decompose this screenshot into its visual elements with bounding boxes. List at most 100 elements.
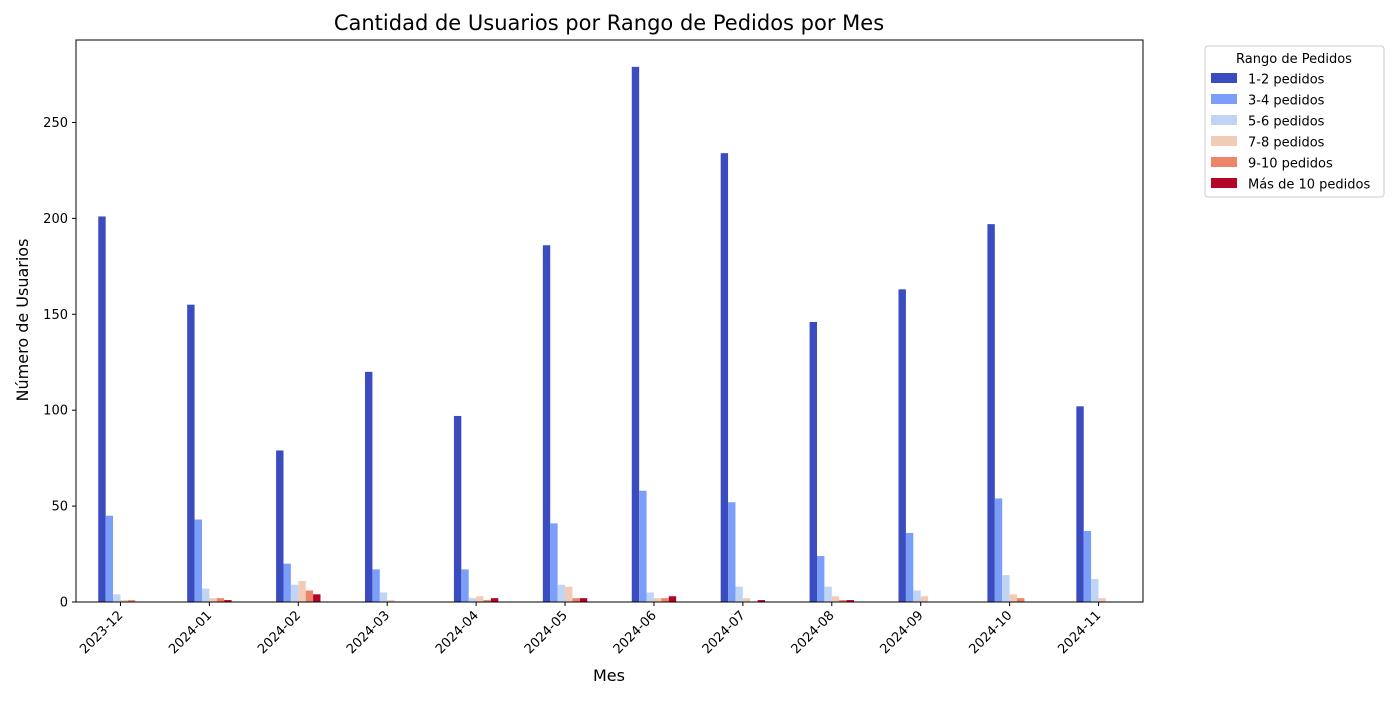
- legend-label-4: 9-10 pedidos: [1248, 157, 1333, 172]
- bar-2024-11-series-1: [1083, 531, 1092, 602]
- bar-2024-04-series-5: [490, 598, 499, 602]
- y-axis: 0 50 100 150 200 250: [43, 116, 76, 611]
- bar-2024-07-series-1: [728, 502, 736, 602]
- bar-2023-12-series-3: [120, 600, 128, 602]
- legend-swatch-0: [1211, 73, 1237, 83]
- bar-2024-02-series-4: [305, 590, 314, 602]
- bar-2024-08-series-3: [831, 596, 840, 602]
- plot-frame: [75, 39, 1144, 603]
- bar-2024-05-series-3: [565, 586, 573, 602]
- y-tick-label: 100: [43, 404, 68, 419]
- bar-2024-07-series-2: [735, 586, 743, 602]
- bar-2024-11-series-3: [1098, 598, 1106, 602]
- x-tick-label-2024-04: 2024-04: [433, 608, 482, 657]
- legend-swatch-5: [1211, 178, 1237, 188]
- x-tick-label-2024-02: 2024-02: [255, 608, 304, 657]
- legend-swatch-2: [1211, 115, 1237, 125]
- legend-swatch-1: [1211, 94, 1237, 104]
- bar-2024-05-series-1: [550, 523, 558, 602]
- x-tick-label-2024-09: 2024-09: [878, 608, 927, 657]
- bar-2024-06-series-4: [661, 598, 669, 602]
- legend-label-5: Más de 10 pedidos: [1248, 178, 1370, 193]
- bar-2024-01-series-0: [187, 304, 195, 602]
- bar-2024-05-series-5: [579, 598, 588, 602]
- x-axis-label: Mes: [593, 666, 625, 685]
- bar-2024-01-series-5: [224, 600, 232, 602]
- x-tick-label-2024-06: 2024-06: [611, 608, 660, 657]
- bar-2024-10-series-1: [994, 498, 1003, 602]
- x-tick-label-2024-05: 2024-05: [522, 608, 571, 657]
- bar-2024-03-series-1: [372, 569, 380, 602]
- bar-2024-02-series-3: [298, 580, 306, 602]
- y-tick-label: 50: [51, 500, 68, 515]
- bar-2024-06-series-5: [668, 596, 677, 602]
- bar-2024-03-series-0: [365, 371, 373, 602]
- bar-2024-06-series-1: [639, 490, 647, 602]
- bar-2024-10-series-0: [987, 224, 995, 602]
- bar-2024-10-series-4: [1017, 598, 1025, 602]
- bar-2024-01-series-4: [216, 598, 225, 602]
- x-tick-label-2024-03: 2024-03: [344, 608, 393, 657]
- bar-2024-09-series-2: [913, 590, 921, 602]
- bar-2024-09-series-1: [905, 532, 914, 602]
- bar-2024-03-series-2: [379, 592, 388, 602]
- plot-area: [75, 39, 1144, 603]
- bar-2024-04-series-0: [453, 415, 462, 602]
- bar-2024-01-series-3: [209, 598, 217, 602]
- x-tick-label-2024-07: 2024-07: [700, 608, 749, 657]
- y-tick-label: 250: [43, 116, 68, 131]
- bar-2024-02-series-2: [290, 584, 299, 602]
- x-tick-label-2023-12: 2023-12: [77, 608, 126, 657]
- bar-2024-05-series-0: [542, 245, 551, 603]
- legend-swatch-3: [1211, 136, 1237, 146]
- bar-2024-08-series-1: [816, 555, 825, 602]
- bar-2024-02-series-1: [283, 563, 291, 602]
- x-tick-label-2024-11: 2024-11: [1055, 608, 1104, 657]
- legend-label-2: 5-6 pedidos: [1248, 115, 1325, 130]
- x-tick-label-2024-08: 2024-08: [789, 608, 838, 657]
- bar-2023-12-series-1: [105, 515, 114, 602]
- bar-2024-07-series-0: [720, 153, 729, 603]
- legend-label-3: 7-8 pedidos: [1248, 136, 1325, 151]
- bar-2024-11-series-2: [1091, 578, 1099, 602]
- legend-label-0: 1-2 pedidos: [1248, 73, 1325, 88]
- bar-2024-07-series-3: [742, 598, 751, 602]
- bar-2024-10-series-3: [1009, 594, 1018, 602]
- bar-2024-08-series-5: [846, 600, 854, 602]
- bar-2023-12-series-0: [98, 216, 106, 602]
- bar-2024-09-series-3: [920, 596, 929, 602]
- bar-2024-08-series-2: [824, 586, 832, 602]
- x-axis: 2023-12 2024-01 2024-02 2024-03 2024-04 2024-…: [77, 602, 1104, 657]
- y-tick-label: 200: [43, 212, 68, 227]
- bar-2024-06-series-3: [653, 598, 662, 602]
- bar-2024-06-series-0: [631, 66, 640, 603]
- bar-2024-02-series-5: [313, 594, 321, 602]
- bar-2024-11-series-0: [1076, 406, 1084, 602]
- y-axis-label: Número de Usuarios: [13, 239, 32, 402]
- y-tick-label: 150: [43, 308, 68, 323]
- legend-label-1: 3-4 pedidos: [1248, 94, 1325, 109]
- bar-2024-05-series-2: [557, 584, 566, 602]
- bar-2023-12-series-2: [113, 594, 121, 602]
- y-tick-label: 0: [60, 596, 68, 611]
- bar-2024-08-series-4: [839, 600, 847, 602]
- x-tick-label-2024-01: 2024-01: [166, 608, 215, 657]
- legend: Rango de Pedidos 1-2 pedidos 3-4 pedidos 5…: [1204, 45, 1385, 198]
- bar-2024-05-series-4: [572, 598, 580, 602]
- bar-2024-02-series-0: [276, 450, 284, 602]
- bar-2024-09-series-0: [898, 289, 906, 602]
- legend-items: 1-2 pedidos 3-4 pedidos 5-6 pedidos 7-8 ped…: [1211, 73, 1370, 193]
- legend-title: Rango de Pedidos: [1236, 52, 1352, 67]
- bar-2024-01-series-1: [194, 519, 202, 602]
- legend-frame: [1204, 45, 1385, 198]
- chart-title: Cantidad de Usuarios por Rango de Pedido…: [334, 11, 884, 35]
- bar-2024-08-series-0: [809, 321, 817, 602]
- bar-2024-04-series-3: [476, 596, 484, 602]
- bar-2024-07-series-5: [757, 600, 766, 602]
- bar-2024-01-series-2: [201, 588, 210, 602]
- bar-2024-06-series-2: [646, 592, 654, 602]
- bar-2024-04-series-4: [483, 600, 491, 602]
- legend-swatch-4: [1211, 157, 1237, 167]
